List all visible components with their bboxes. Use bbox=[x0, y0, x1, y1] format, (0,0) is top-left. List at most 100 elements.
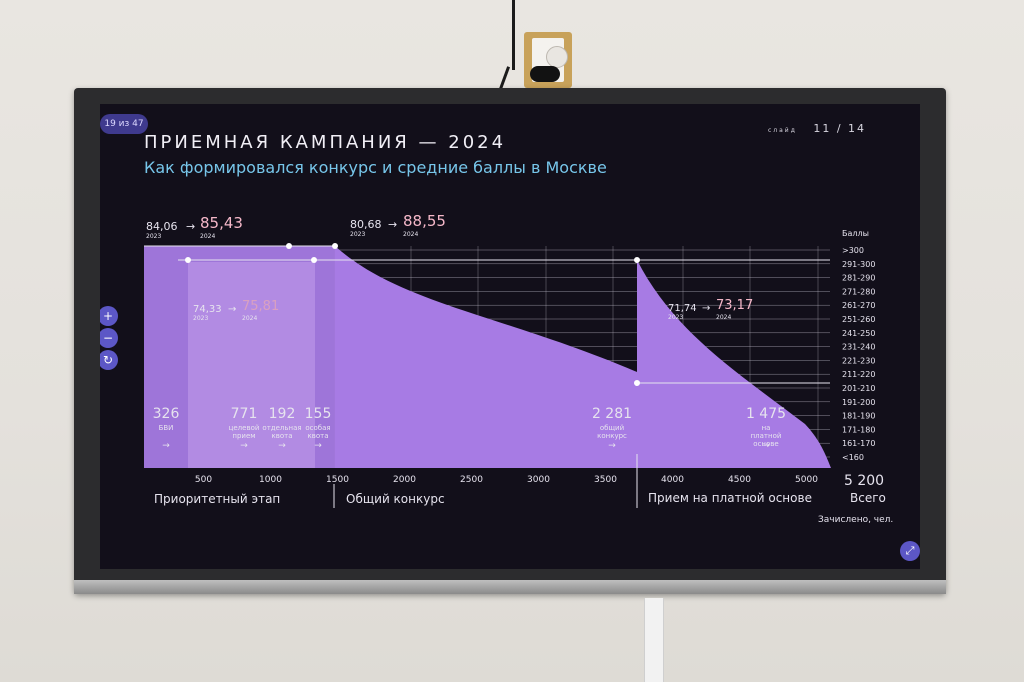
y-tick-label: 201-210 bbox=[842, 384, 875, 393]
y-tick-label: 221-230 bbox=[842, 356, 875, 365]
x-tick-label: 5000 bbox=[795, 475, 818, 485]
group-value: 2 281 bbox=[592, 406, 632, 422]
year-label: 2023 bbox=[146, 233, 161, 240]
group-label: платной bbox=[751, 432, 782, 440]
arrow-icon: → bbox=[702, 303, 710, 314]
y-axis-title: Баллы bbox=[842, 229, 869, 238]
avg-2023-paid: 71,74 bbox=[668, 303, 697, 314]
group-value: 771 bbox=[231, 406, 258, 422]
tv-screen: 19 из 47 ПРИЕМНАЯ КАМПАНИЯ — 2024 Как фо… bbox=[100, 104, 920, 569]
y-tick-label: 181-190 bbox=[842, 412, 875, 421]
group-labels: 326БВИ→771целевойприем→192отдельнаяквота… bbox=[153, 406, 786, 451]
group-value: 192 bbox=[269, 406, 296, 422]
page-title: ПРИЕМНАЯ КАМПАНИЯ — 2024 bbox=[144, 132, 507, 153]
year-label: 2023 bbox=[668, 314, 683, 321]
arrow-icon: → bbox=[762, 441, 770, 451]
avg-2024-sub: 75,81 bbox=[242, 299, 279, 314]
marker-dot bbox=[634, 380, 640, 386]
area-paid bbox=[637, 260, 831, 468]
group-label: квота bbox=[307, 432, 328, 440]
group-value: 326 bbox=[153, 406, 180, 422]
slide-label: слайд bbox=[768, 127, 797, 134]
x-tick-label: 4000 bbox=[661, 475, 684, 485]
page-subtitle: Как формировался конкурс и средние баллы… bbox=[144, 158, 607, 177]
y-tick-label: 171-180 bbox=[842, 425, 875, 434]
y-tick-label: 241-250 bbox=[842, 329, 875, 338]
tv-cable bbox=[644, 598, 664, 682]
total-value: 5 200 bbox=[844, 473, 884, 489]
avg-2023-sub: 74,33 bbox=[193, 304, 222, 315]
x-axis-title: Зачислено, чел. bbox=[818, 515, 893, 525]
avg-2024-paid: 73,17 bbox=[716, 298, 753, 313]
x-tick-label: 2500 bbox=[460, 475, 483, 485]
x-tick-label: 2000 bbox=[393, 475, 416, 485]
year-label: 2024 bbox=[200, 233, 215, 240]
marker-dot bbox=[185, 257, 191, 263]
area-general bbox=[335, 246, 637, 468]
arrow-icon: → bbox=[186, 220, 195, 233]
x-tick-label: 4500 bbox=[728, 475, 751, 485]
reset-button[interactable]: ↻ bbox=[100, 350, 118, 370]
marker-dot bbox=[332, 243, 338, 249]
segment-label-paid: Прием на платной основе bbox=[648, 491, 812, 505]
group-label: БВИ bbox=[159, 424, 174, 432]
slide-counter-badge[interactable]: 19 из 47 bbox=[100, 114, 148, 134]
avg-2024-general: 88,55 bbox=[403, 212, 446, 230]
year-label: 2024 bbox=[403, 231, 418, 238]
arrow-icon: → bbox=[314, 441, 322, 451]
marker-dot bbox=[311, 257, 317, 263]
arrow-icon: → bbox=[278, 441, 286, 451]
year-label: 2024 bbox=[242, 315, 257, 322]
x-tick-label: 3000 bbox=[527, 475, 550, 485]
cable bbox=[498, 66, 511, 90]
x-tick-label: 1500 bbox=[326, 475, 349, 485]
year-label: 2023 bbox=[350, 231, 365, 238]
expand-button[interactable]: ⤢ bbox=[900, 541, 920, 561]
segment-label-general: Общий конкурс bbox=[346, 492, 445, 506]
group-label: основе bbox=[753, 440, 778, 448]
zoom-out-button[interactable]: − bbox=[100, 328, 118, 348]
y-tick-label: >300 bbox=[842, 246, 864, 255]
segment-label-priority: Приоритетный этап bbox=[154, 492, 280, 506]
slide-number-value: 11 / 14 bbox=[813, 122, 867, 135]
group-value: 155 bbox=[305, 406, 332, 422]
arrow-icon: → bbox=[228, 304, 236, 315]
group-label: отдельная bbox=[262, 424, 301, 432]
y-tick-label: 261-270 bbox=[842, 301, 875, 310]
y-tick-label: <160 bbox=[842, 453, 864, 462]
y-tick-label: 231-240 bbox=[842, 343, 875, 352]
y-tick-label: 291-300 bbox=[842, 260, 875, 269]
y-axis-labels: >300 291-300 281-290 271-280 261-270 251-260 2… bbox=[842, 246, 875, 462]
y-tick-label: 161-170 bbox=[842, 439, 875, 448]
chart: >300 291-300 281-290 271-280 261-270 251-260 2… bbox=[144, 212, 893, 525]
arrow-icon: → bbox=[608, 441, 616, 451]
group-label: квота bbox=[271, 432, 292, 440]
x-tick-label: 1000 bbox=[259, 475, 282, 485]
slide-number: слайд 11 / 14 bbox=[768, 122, 866, 135]
y-tick-label: 271-280 bbox=[842, 287, 875, 296]
avg-2023-general: 80,68 bbox=[350, 218, 382, 231]
plug bbox=[530, 66, 560, 82]
y-tick-label: 191-200 bbox=[842, 398, 875, 407]
arrow-icon: → bbox=[240, 441, 248, 451]
arrow-icon: → bbox=[162, 441, 170, 451]
year-label: 2024 bbox=[716, 314, 731, 321]
tv-bezel bbox=[74, 580, 946, 594]
zoom-in-button[interactable]: + bbox=[100, 306, 118, 326]
y-tick-label: 251-260 bbox=[842, 315, 875, 324]
marker-dot bbox=[634, 257, 640, 263]
group-label: целевой bbox=[229, 424, 260, 432]
group-value: 1 475 bbox=[746, 406, 786, 422]
x-tick-label: 500 bbox=[195, 475, 212, 485]
area-priority-overlay bbox=[188, 262, 315, 468]
total-label: Всего bbox=[850, 491, 886, 505]
y-tick-label: 211-220 bbox=[842, 370, 875, 379]
arrow-icon: → bbox=[388, 218, 397, 231]
group-label: на bbox=[762, 424, 771, 432]
cable bbox=[512, 0, 515, 70]
avg-2023-priority: 84,06 bbox=[146, 220, 178, 233]
marker-dot bbox=[286, 243, 292, 249]
socket-icon bbox=[546, 46, 568, 68]
group-label: особая bbox=[305, 424, 330, 432]
y-tick-label: 281-290 bbox=[842, 274, 875, 283]
